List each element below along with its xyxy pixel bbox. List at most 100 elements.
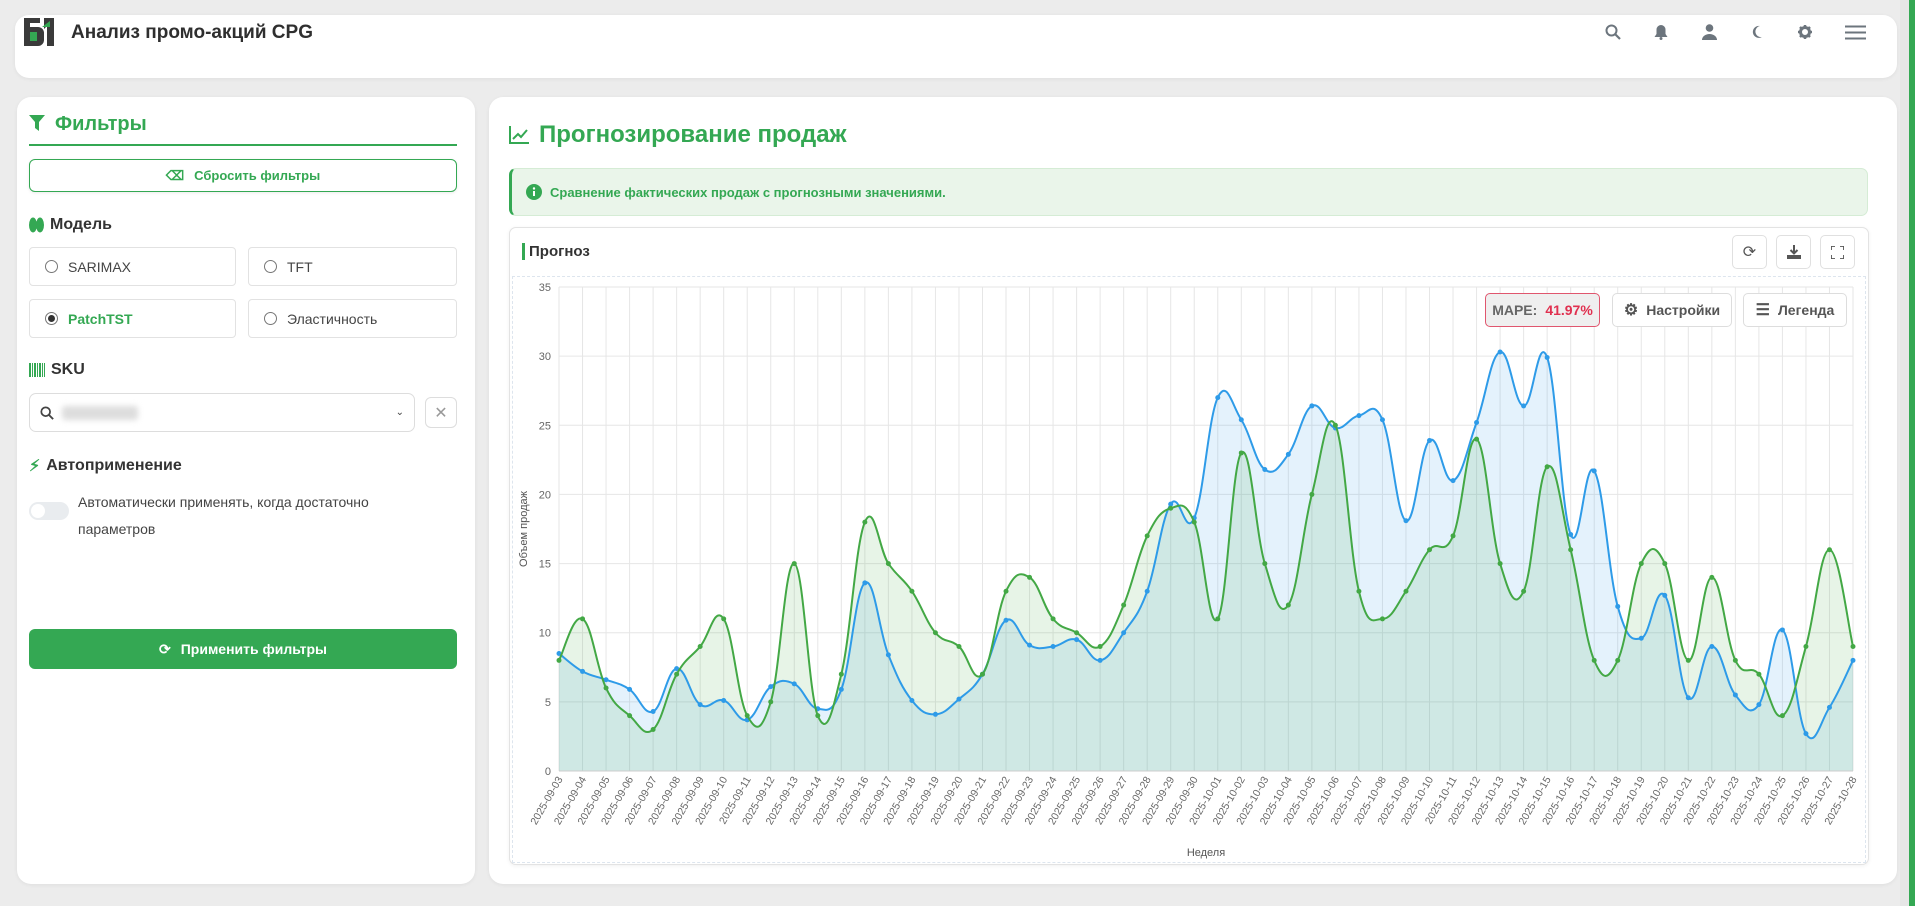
chart-line-icon (509, 126, 529, 144)
refresh-chart-button[interactable]: ⟳ (1732, 235, 1767, 269)
user-icon[interactable] (1697, 20, 1721, 44)
gear-icon[interactable] (1793, 20, 1817, 44)
radio-selected[interactable] (45, 312, 58, 325)
blue-data-point (1309, 403, 1315, 409)
green-data-point (1238, 450, 1244, 456)
blue-data-point (1709, 644, 1715, 650)
green-data-point (956, 644, 962, 650)
close-icon: ✕ (434, 404, 448, 422)
radio[interactable] (264, 312, 277, 325)
reset-filters-button[interactable]: ⌫ Сбросить фильтры (29, 159, 457, 192)
filters-title: Фильтры (55, 113, 147, 135)
green-data-point (1427, 547, 1433, 553)
green-data-point (1074, 630, 1080, 636)
blue-data-point (1826, 704, 1832, 710)
blue-data-point (1497, 349, 1503, 355)
green-data-point (1474, 436, 1480, 442)
scrollbar-thumb[interactable] (1909, 0, 1915, 906)
blue-data-point (1074, 637, 1080, 643)
green-data-point (932, 630, 938, 636)
download-icon (1786, 245, 1801, 259)
plot-area (512, 276, 1866, 863)
blue-data-point (838, 686, 844, 692)
bell-icon[interactable] (1649, 20, 1673, 44)
legend-button[interactable]: ☰ Легенда (1743, 293, 1847, 327)
chevron-down-icon: ⌄ (395, 407, 404, 418)
green-data-point (1638, 561, 1644, 567)
blue-data-point (1050, 644, 1056, 650)
sku-value-redacted (62, 405, 138, 420)
blue-data-point (791, 681, 797, 687)
app-title: Анализ промо-акций CPG (71, 22, 313, 43)
blue-data-point (1450, 478, 1456, 484)
green-data-point (791, 561, 797, 567)
search-icon[interactable] (1601, 20, 1625, 44)
blue-data-point (1003, 617, 1009, 623)
model-option-patchtst[interactable]: PatchTST (29, 299, 236, 338)
green-data-point (1144, 533, 1150, 539)
blue-data-point (697, 702, 703, 708)
blue-data-point (1803, 731, 1809, 737)
sku-select[interactable]: ⌄ (29, 393, 415, 432)
radio[interactable] (264, 260, 277, 273)
green-data-point (1050, 616, 1056, 622)
menu-icon[interactable] (1841, 20, 1869, 44)
expand-icon (1831, 245, 1844, 259)
green-data-point (721, 616, 727, 622)
green-data-point (1379, 616, 1385, 622)
green-data-point (1826, 547, 1832, 553)
logo-icon (24, 18, 54, 46)
green-data-point (1615, 657, 1621, 663)
blue-data-point (1262, 467, 1268, 473)
fullscreen-button[interactable] (1820, 235, 1855, 269)
filters-panel (17, 97, 475, 884)
blue-data-point (1638, 635, 1644, 641)
clear-sku-button[interactable]: ✕ (425, 397, 457, 428)
green-data-point (1309, 491, 1315, 497)
green-data-point (650, 727, 656, 733)
blue-data-point (1215, 395, 1221, 401)
refresh-icon: ⟳ (158, 640, 171, 657)
model-option-sarimax[interactable]: SARIMAX (29, 247, 236, 286)
info-icon (526, 184, 542, 200)
mape-badge: MAPE: 41.97% (1485, 293, 1600, 327)
radio[interactable] (45, 260, 58, 273)
green-data-point (1332, 422, 1338, 428)
blue-data-point (1474, 420, 1480, 426)
apply-filters-button[interactable]: ⟳ Применить фильтры (29, 629, 457, 669)
chart-title: Прогноз (522, 243, 590, 260)
page-title: Прогнозирование продаж (509, 121, 847, 149)
settings-button[interactable]: ⚙ Настройки (1612, 293, 1732, 327)
green-data-point (909, 588, 915, 594)
moon-icon[interactable] (1745, 20, 1769, 44)
green-data-point (1521, 588, 1527, 594)
download-button[interactable] (1776, 235, 1811, 269)
blue-data-point (768, 684, 774, 690)
autoapply-toggle[interactable] (29, 502, 69, 520)
green-series-line (558, 420, 1854, 734)
green-data-point (697, 644, 703, 650)
model-option-tft[interactable]: TFT (248, 247, 457, 286)
green-data-point (1497, 561, 1503, 567)
green-data-point (1285, 602, 1291, 608)
blue-data-point (1427, 437, 1433, 443)
blue-data-point (862, 580, 868, 586)
y-tick-label: 35 (539, 282, 551, 294)
blue-data-point (1615, 603, 1621, 609)
green-data-point (627, 713, 633, 719)
model-option-elasticity[interactable]: Эластичность (248, 299, 457, 338)
blue-data-point (1756, 702, 1762, 708)
list-icon: ☰ (1755, 302, 1770, 319)
y-tick-label: 30 (539, 351, 551, 363)
blue-data-point (1027, 642, 1033, 648)
blue-data-point (956, 696, 962, 702)
green-data-point (1850, 644, 1856, 650)
search-icon (40, 405, 54, 420)
chart-card (509, 227, 1869, 865)
blue-data-point (1779, 627, 1785, 633)
green-data-point (1685, 657, 1691, 663)
blue-data-point (885, 652, 891, 658)
eraser-icon: ⌫ (165, 167, 185, 183)
green-data-point (1568, 547, 1574, 553)
green-data-point (1803, 644, 1809, 650)
